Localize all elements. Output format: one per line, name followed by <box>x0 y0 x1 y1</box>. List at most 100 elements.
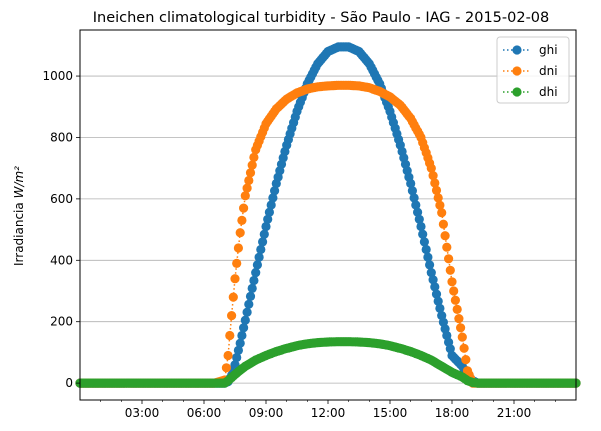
data-point-ghi <box>411 200 421 210</box>
data-point-ghi <box>254 252 264 262</box>
data-point-dni <box>428 171 438 181</box>
legend-label-dni: dni <box>539 64 558 78</box>
data-point-dni <box>233 243 243 253</box>
x-tick-label: 18:00 <box>435 406 470 420</box>
data-point-ghi <box>237 330 247 341</box>
data-point-dni <box>235 228 245 238</box>
data-point-ghi <box>426 268 436 278</box>
data-point-ghi <box>240 315 250 325</box>
data-point-ghi <box>419 237 429 247</box>
data-point-dni <box>232 258 242 268</box>
data-point-ghi <box>407 186 417 196</box>
data-point-dni <box>245 168 256 178</box>
data-point-dni <box>431 185 442 195</box>
x-tick-label: 09:00 <box>249 406 284 420</box>
data-point-ghi <box>416 221 426 232</box>
data-point-dni <box>433 193 443 203</box>
x-tick-label: 21:00 <box>497 406 532 420</box>
data-point-ghi <box>431 289 442 299</box>
chart-title: Ineichen climatological turbidity - São … <box>93 10 550 26</box>
data-point-dni <box>461 355 471 365</box>
data-point-dni <box>227 311 237 321</box>
data-point-dni <box>435 200 445 210</box>
data-point-dni <box>452 304 462 314</box>
data-point-ghi <box>233 345 243 355</box>
series-dhi <box>75 337 581 388</box>
legend-marker-dhi <box>512 87 522 97</box>
legend-marker-ghi <box>512 45 522 55</box>
data-point-ghi <box>270 186 280 196</box>
data-point-dni <box>249 152 259 162</box>
data-point-ghi <box>245 291 256 301</box>
data-point-dni <box>438 219 448 229</box>
data-point-ghi <box>268 193 278 203</box>
data-point-ghi <box>418 229 428 239</box>
data-point-dni <box>450 295 460 305</box>
x-tick-label: 12:00 <box>311 406 346 420</box>
data-point-ghi <box>421 244 431 255</box>
data-point-ghi <box>406 178 416 189</box>
legend-box <box>496 36 570 104</box>
data-point-dni <box>426 163 436 173</box>
data-point-ghi <box>409 193 419 203</box>
y-tick-label: 0 <box>65 376 73 390</box>
data-point-ghi <box>259 229 269 239</box>
x-tick-label: 15:00 <box>373 406 408 420</box>
legend-label-dhi: dhi <box>539 85 558 99</box>
data-point-dni <box>449 286 459 296</box>
data-point-dni <box>454 314 464 324</box>
data-point-ghi <box>256 244 266 255</box>
data-point-ghi <box>247 283 257 293</box>
data-point-dni <box>221 363 231 373</box>
data-point-dni <box>444 254 454 264</box>
data-point-ghi <box>264 207 274 217</box>
data-point-ghi <box>252 260 262 270</box>
data-point-ghi <box>235 338 245 348</box>
data-point-dni <box>240 191 250 201</box>
y-axis-label: Irradiancia W/m² <box>12 166 26 266</box>
data-point-ghi <box>413 207 423 217</box>
data-point-ghi <box>251 268 261 278</box>
data-point-ghi <box>263 214 273 224</box>
y-tick-label: 400 <box>50 253 73 267</box>
data-point-dni <box>223 350 233 361</box>
legend-label-ghi: ghi <box>539 43 558 57</box>
data-point-ghi <box>242 307 252 317</box>
data-point-dni <box>442 242 452 252</box>
x-axis: 03:00 06:00 09:00 12:00 15:00 18:00 21:00 <box>100 400 556 420</box>
y-tick-label: 800 <box>50 130 73 144</box>
data-point-ghi <box>430 282 440 292</box>
y-tick-label: 600 <box>50 192 73 206</box>
data-point-ghi <box>414 214 424 224</box>
data-point-dni <box>456 323 466 333</box>
data-point-dni <box>244 175 254 186</box>
data-point-dni <box>447 277 457 287</box>
legend: ghi dni dhi <box>496 36 570 104</box>
data-point-ghi <box>244 299 254 309</box>
y-axis-label-text: Irradiancia <box>12 202 26 266</box>
data-point-ghi <box>433 296 443 306</box>
data-point-dni <box>459 343 469 353</box>
y-axis-unit: W/m² <box>12 166 26 199</box>
y-tick-label: 200 <box>50 315 73 329</box>
data-point-ghi <box>425 260 435 270</box>
data-point-ghi <box>232 352 242 363</box>
data-point-dni <box>242 183 252 193</box>
data-point-dni <box>230 274 240 284</box>
data-point-ghi <box>261 221 271 232</box>
y-axis: 0 200 400 600 800 1000 <box>42 69 80 390</box>
data-point-dni <box>247 160 257 170</box>
data-point-ghi <box>266 200 276 210</box>
series-layer <box>75 42 581 388</box>
data-point-dni <box>440 231 450 241</box>
data-point-ghi <box>249 275 259 286</box>
data-point-ghi <box>428 275 438 285</box>
x-tick-label: 03:00 <box>125 406 160 420</box>
data-point-dni <box>239 203 249 213</box>
data-point-dni <box>225 330 235 341</box>
data-point-ghi <box>423 252 433 262</box>
data-point-dni <box>445 265 455 275</box>
data-point-dni <box>228 292 238 302</box>
data-point-dni <box>437 208 447 218</box>
